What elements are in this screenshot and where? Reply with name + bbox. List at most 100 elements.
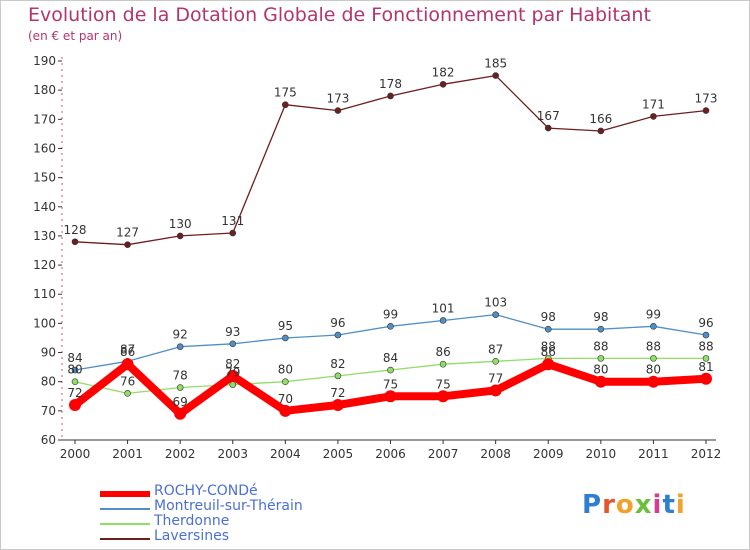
data-point-0 [69, 399, 81, 412]
data-label-1: 99 [646, 307, 661, 321]
data-point-3 [544, 124, 552, 132]
data-point-2 [650, 355, 657, 362]
data-point-0 [700, 372, 712, 385]
data-point-3 [334, 107, 342, 114]
legend-item-laversines: Laversines [100, 528, 360, 545]
data-point-2 [71, 378, 79, 385]
data-label-3: 171 [642, 97, 665, 111]
data-point-0 [279, 404, 292, 417]
data-label-0: 70 [278, 392, 293, 406]
data-point-2 [439, 360, 447, 368]
data-label-3: 130 [169, 217, 192, 231]
data-point-0 [226, 369, 239, 382]
x-tick-label: 2007 [428, 447, 459, 461]
x-tick-label: 2000 [60, 447, 91, 461]
data-point-2 [334, 372, 342, 380]
data-label-2: 80 [278, 363, 293, 377]
data-label-1: 96 [330, 316, 345, 330]
data-label-0: 75 [435, 377, 450, 391]
y-tick-label: 160 [33, 141, 56, 155]
data-label-1: 98 [593, 310, 608, 324]
data-point-0 [174, 407, 187, 420]
data-point-3 [597, 127, 605, 135]
data-point-2 [124, 390, 131, 397]
data-point-3 [492, 72, 499, 79]
data-label-1: 92 [173, 328, 188, 342]
data-point-2 [597, 355, 605, 362]
y-tick-label: 140 [33, 200, 56, 214]
chart-subtitle: (en € et par an) [28, 29, 123, 43]
data-point-1 [71, 366, 79, 374]
data-point-2 [387, 366, 394, 374]
data-point-2 [282, 378, 289, 385]
data-point-0 [647, 375, 660, 388]
x-tick-label: 2004 [270, 447, 301, 461]
legend: ROCHY-CONDé Montreuil-sur-Thérain Therdo… [100, 483, 360, 545]
data-label-0: 77 [488, 371, 503, 385]
y-tick-label: 110 [33, 287, 56, 301]
data-label-3: 182 [432, 65, 455, 79]
data-point-3 [229, 229, 237, 237]
data-label-2: 76 [120, 374, 135, 388]
data-point-1 [176, 343, 184, 351]
data-point-3 [124, 241, 131, 248]
legend-item-montreuil: Montreuil-sur-Thérain [100, 498, 360, 515]
data-label-2: 79 [225, 366, 240, 380]
data-point-1 [492, 311, 499, 318]
y-tick-label: 170 [33, 112, 56, 126]
data-point-0 [331, 399, 344, 412]
data-label-1: 101 [432, 301, 455, 315]
legend-item-rochy-conde: ROCHY-CONDé [100, 483, 360, 500]
x-tick-label: 2008 [480, 447, 511, 461]
x-tick-label: 2011 [638, 447, 669, 461]
data-point-0 [594, 375, 607, 388]
data-point-1 [334, 331, 342, 339]
data-label-3: 185 [484, 57, 507, 71]
logo-letter: i [675, 490, 686, 520]
data-label-0: 69 [173, 395, 188, 409]
legend-label-laversines: Laversines [154, 528, 229, 544]
data-point-1 [439, 317, 447, 324]
data-label-3: 166 [589, 112, 612, 126]
proxiti-logo: Proxiti [582, 490, 686, 520]
logo-letter: P [582, 490, 603, 520]
data-label-1: 99 [383, 307, 398, 321]
logo-letter: i [652, 490, 663, 520]
data-point-3 [282, 101, 289, 109]
data-point-1 [229, 340, 237, 348]
data-point-2 [229, 381, 237, 388]
data-label-1: 84 [67, 351, 82, 365]
data-point-1 [387, 322, 394, 330]
data-label-2: 84 [383, 351, 398, 365]
y-tick-label: 70 [41, 404, 56, 418]
data-point-0 [437, 390, 450, 403]
data-point-3 [439, 81, 447, 88]
data-label-0: 82 [225, 357, 240, 371]
data-point-1 [544, 325, 552, 333]
data-label-0: 80 [646, 363, 661, 377]
data-label-0: 86 [541, 345, 556, 359]
data-label-2: 88 [646, 339, 661, 353]
data-point-1 [597, 325, 605, 333]
legend-swatch-montreuil [100, 508, 150, 510]
y-tick-label: 150 [33, 171, 56, 185]
data-label-0: 75 [383, 377, 398, 391]
x-tick-label: 2001 [112, 447, 143, 461]
data-point-0 [542, 358, 555, 371]
data-label-2: 78 [173, 369, 188, 383]
data-label-1: 103 [484, 296, 507, 310]
data-label-1: 96 [698, 316, 713, 330]
y-tick-label: 80 [41, 375, 56, 389]
legend-label-rochy-conde: ROCHY-CONDé [154, 483, 258, 499]
x-tick-label: 2012 [691, 447, 722, 461]
data-label-1: 93 [225, 325, 240, 339]
data-label-3: 175 [274, 86, 297, 100]
data-point-2 [492, 357, 499, 365]
data-label-3: 173 [326, 92, 349, 106]
logo-letter: x [634, 490, 653, 520]
data-label-2: 88 [593, 339, 608, 353]
y-tick-label: 120 [33, 258, 56, 272]
y-tick-label: 60 [41, 433, 56, 447]
